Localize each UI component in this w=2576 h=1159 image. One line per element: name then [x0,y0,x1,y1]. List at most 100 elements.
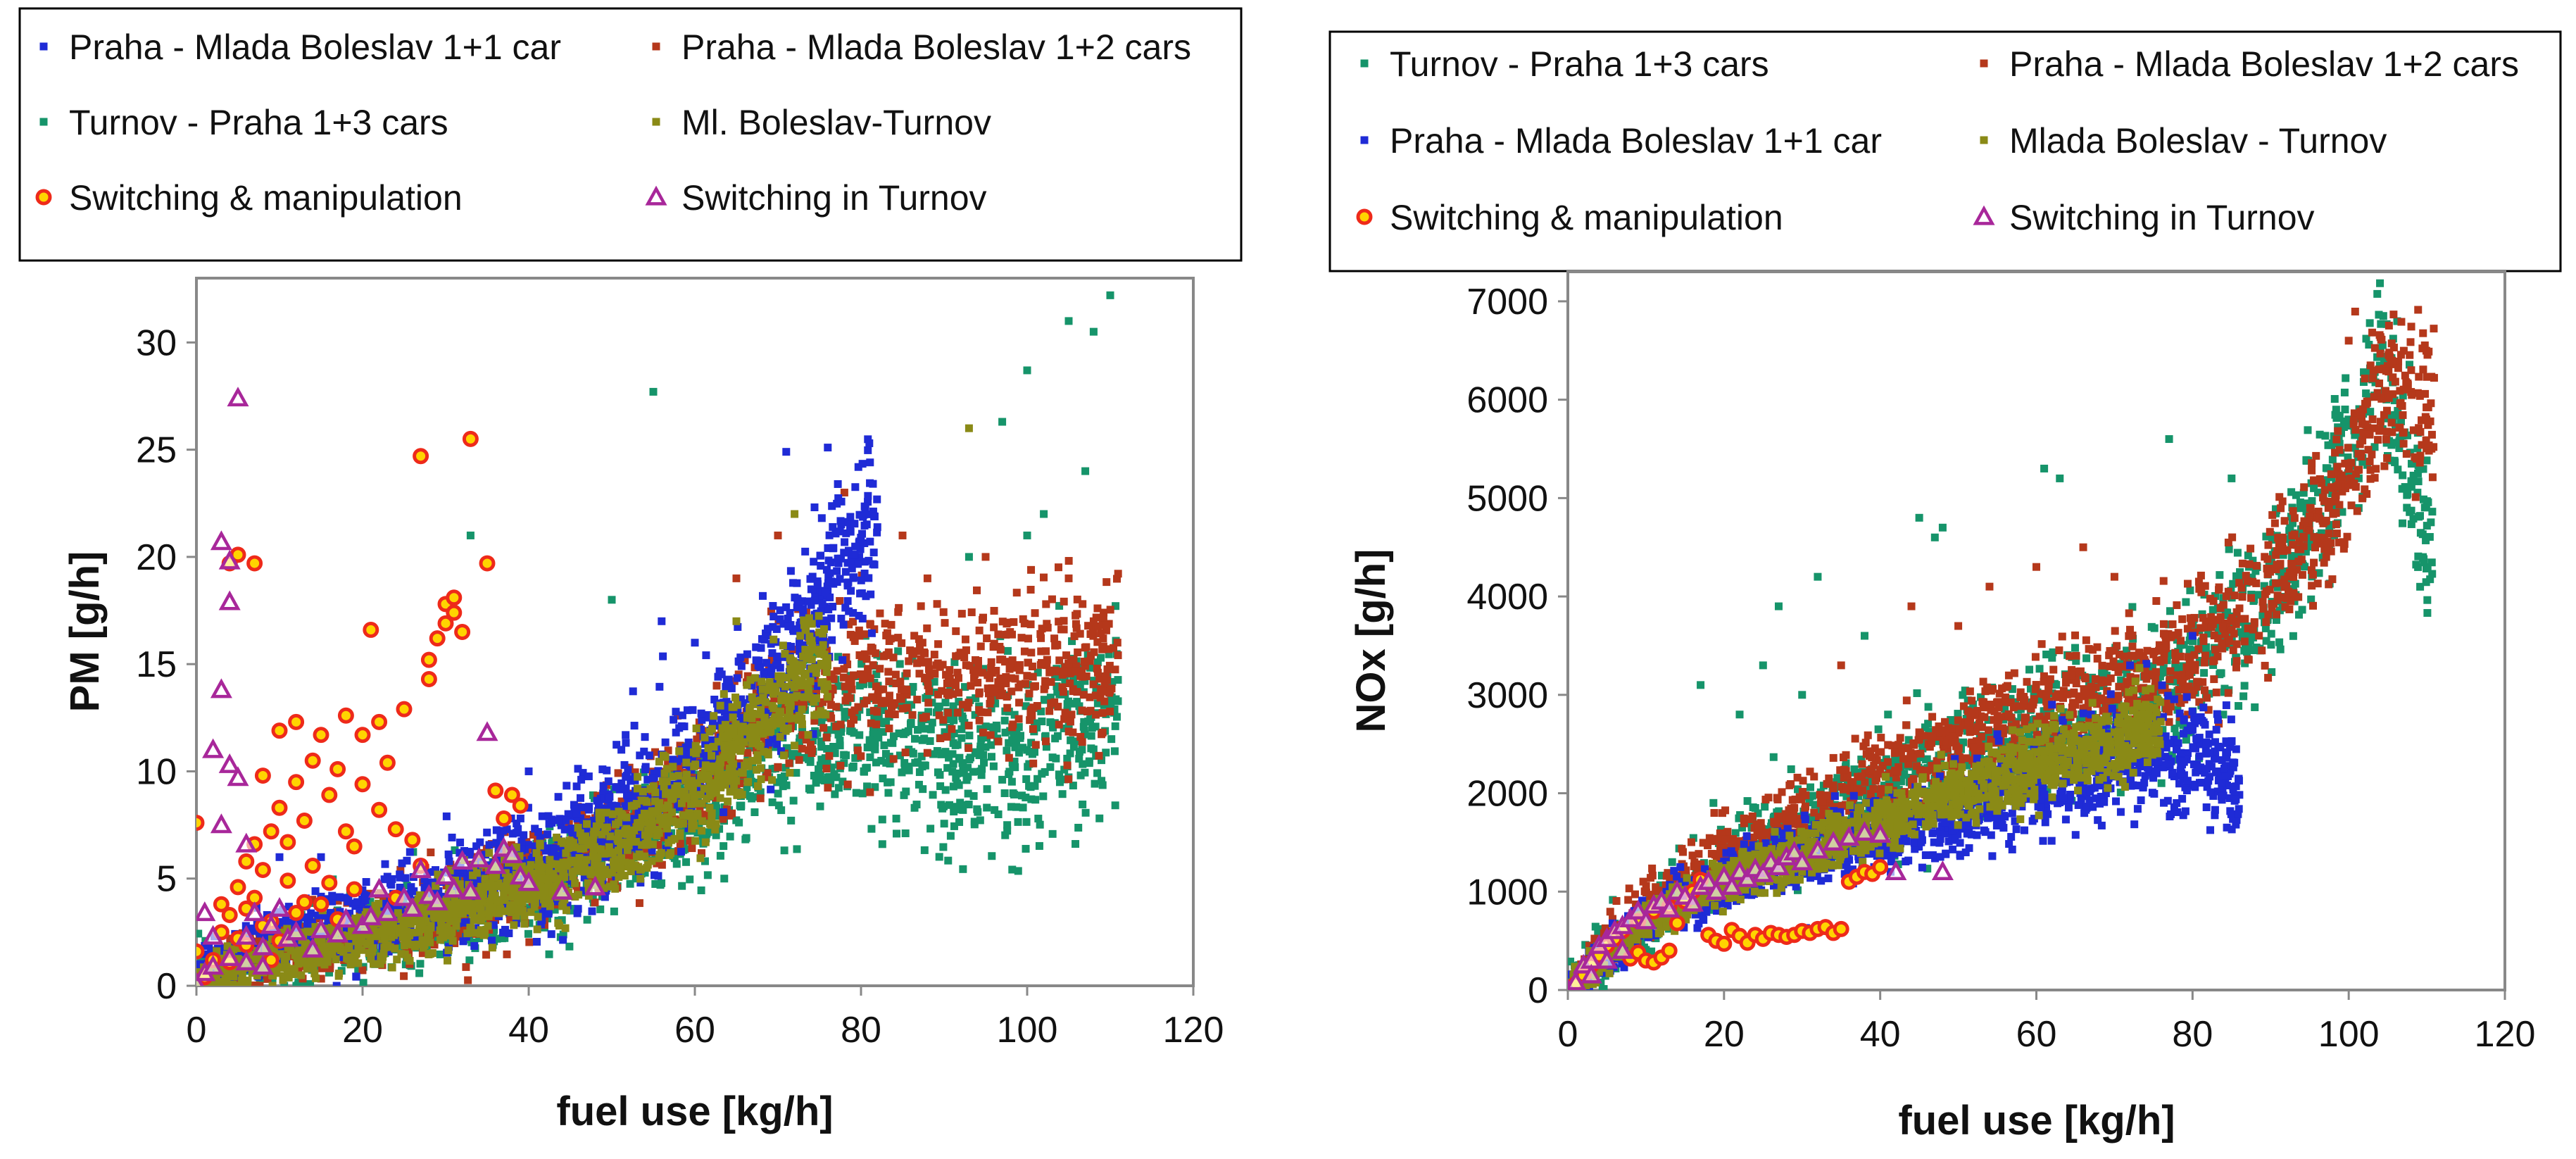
pm-point-pmb12 [958,701,967,709]
pm-point-mbt [223,942,232,951]
pm-point-pmb11 [539,856,548,865]
pm-point-pmb11 [733,674,741,682]
pm-point-mbt [608,868,617,877]
pm-point-tp13 [1110,747,1119,756]
pm-point-pmb12 [1079,600,1087,608]
pm-point-pmb12 [965,721,973,729]
pm-point-pmb11 [406,848,414,856]
pm-point-pmb11 [463,876,472,884]
pm-point-pmb11 [772,679,780,687]
pm-point-pmb12 [1072,611,1080,620]
pm-point-pmb11 [828,636,836,644]
pm-point-pmb11 [846,513,855,521]
pm-point-pmb11 [407,883,415,891]
pm-point-pmb11 [800,641,808,649]
pm-point-mbt [484,922,492,930]
pm-point-mbt [716,755,724,763]
pm-point-pmb11 [655,769,663,777]
pm-point-mbt [536,841,544,850]
pm-point-tp13 [1055,778,1064,787]
pm-point-pmb12 [795,756,803,764]
pm-point-pmb12 [1014,715,1023,723]
pm-point-tp13 [972,694,980,703]
pm-point-tp13 [945,801,954,809]
pm-point-pmb11 [524,803,532,812]
pm-point-mbt [354,959,363,967]
pm-point-pmb12 [943,689,951,698]
pm-point-pmb12 [989,689,998,697]
pm-point-pmb11 [249,927,258,935]
pm-point-pmb11 [864,498,872,506]
pm-point-tp13 [958,759,967,768]
pm-point-pmb12 [1061,663,1069,672]
pm-point-pmb12 [1041,681,1050,689]
pm-point-tp13 [912,801,921,809]
pm-point-pmb11 [584,772,593,781]
pm-point-pmb11 [536,834,544,842]
pm-point-mbt [641,818,649,827]
pm-point-tp13 [926,737,934,745]
pm-point-pmb11 [498,827,507,835]
pm-point-tp13 [746,770,755,778]
pm-point-tp13 [867,825,876,833]
pm-point-pmb11 [697,709,705,718]
pm-point-tp13 [880,741,888,749]
pm-point-mbt [579,844,588,853]
pm-point-pmb12 [1040,573,1048,582]
pm-point-pmb12 [848,685,856,694]
pm-point-tp13 [366,898,375,906]
pm-point-pmb11 [776,606,784,615]
pm-point-pmb12 [943,732,951,741]
pm-point-pmb12 [954,674,962,682]
pm-point-tp13 [952,774,960,782]
pm-point-mbt [403,938,411,946]
pm-point-pmb11 [564,810,572,818]
pm-point-pmb12 [1095,675,1104,683]
pm-point-pmb12 [719,815,727,823]
pm-point-tp13 [988,852,996,860]
pm-point-mbt [682,758,691,767]
pm-point-pmb11 [827,577,835,586]
pm-point-pmb12 [994,678,1003,687]
pm-point-tp13 [888,739,897,747]
pm-point-pmb12 [1020,647,1029,656]
pm-point-tp13 [850,729,858,737]
pm-point-mbt [350,930,358,939]
pm-point-pmb11 [826,569,834,577]
pm-point-pmb11 [734,762,743,770]
pm-point-pmb12 [1010,618,1018,626]
pm-point-pmb12 [963,703,972,712]
pm-point-pmb11 [612,783,620,791]
pm-point-pmb12 [1087,651,1095,660]
pm-point-tp13 [354,966,363,975]
pm-point-tp13 [697,886,705,894]
pm-point-mbt [781,682,789,691]
pm-point-pmb12 [843,660,852,669]
pm-point-tp13 [998,418,1007,426]
pm-point-tp13 [768,798,777,806]
pm-point-mbt [691,760,700,769]
legend-marker-tp13 [39,118,48,126]
pm-point-pmb12 [674,711,682,720]
pm-point-mbt [592,861,601,870]
pm-point-pmb11 [841,603,850,612]
pm-point-pmb11 [851,542,860,551]
pm-point-pmb11 [817,551,825,560]
pm-point-pmb12 [979,668,987,677]
pm-point-pmb11 [734,705,742,713]
pm-point-mbt [634,772,642,781]
pm-point-pmb11 [734,622,742,631]
pm-point-pmb11 [317,853,325,861]
pm-point-pmb11 [738,713,746,722]
pm-point-pmb12 [849,618,857,626]
pm-point-pmb12 [1015,698,1024,707]
pm-point-mbt [564,844,572,852]
pm-point-pmb11 [866,458,874,467]
pm-point-pmb11 [303,919,312,927]
pm-point-pmb12 [1012,589,1021,597]
pm-point-pmb11 [572,782,581,791]
pm-point-tp13 [1038,718,1046,726]
pm-point-tp13 [895,729,903,738]
pm-point-pmb12 [693,735,701,744]
pm-point-tp13 [693,828,702,837]
